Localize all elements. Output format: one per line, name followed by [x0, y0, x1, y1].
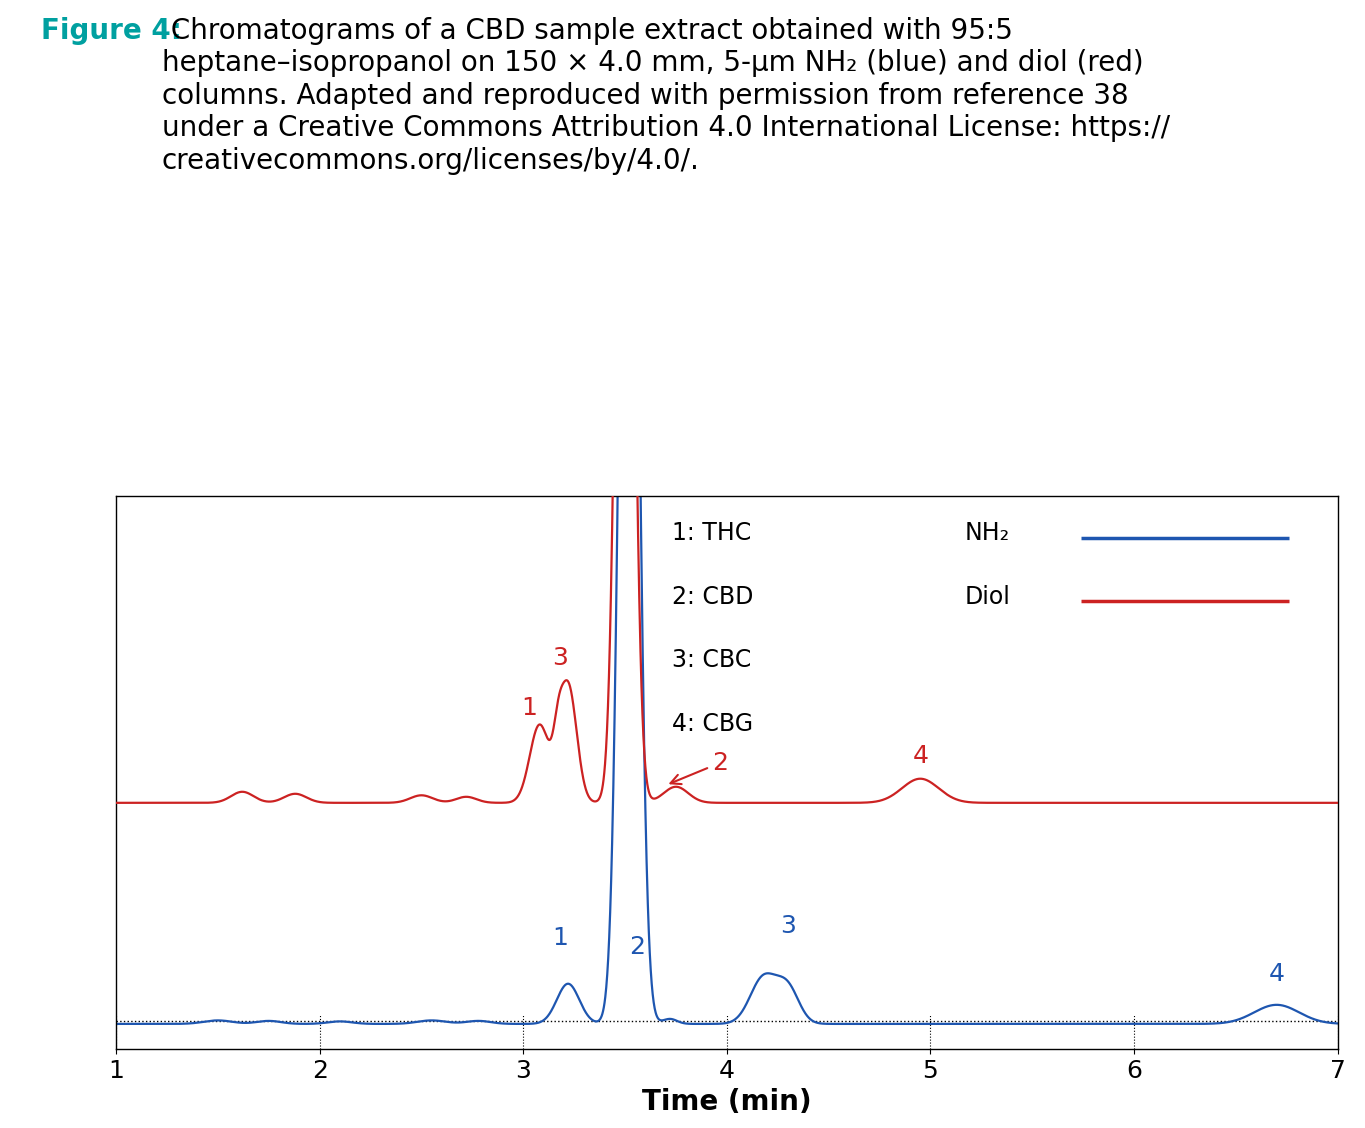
Text: 1: THC: 1: THC [672, 521, 751, 545]
Text: NH₂: NH₂ [965, 521, 1010, 545]
Text: 4: 4 [1268, 962, 1284, 986]
Text: Figure 4:: Figure 4: [41, 17, 182, 45]
Text: 3: 3 [779, 915, 796, 938]
Text: 2: 2 [629, 935, 646, 959]
Text: 3: CBC: 3: CBC [672, 649, 751, 672]
Text: 3: 3 [551, 645, 568, 670]
Text: 2: 2 [670, 750, 729, 784]
Text: Diol: Diol [965, 584, 1011, 609]
Text: 1: 1 [521, 696, 538, 720]
X-axis label: Time (min): Time (min) [642, 1089, 812, 1117]
Text: Chromatograms of a CBD sample extract obtained with 95:5
heptane–isopropanol on : Chromatograms of a CBD sample extract ob… [161, 17, 1170, 175]
Text: 2: CBD: 2: CBD [672, 584, 753, 609]
Text: 1: 1 [551, 926, 568, 950]
Text: 4: 4 [912, 743, 928, 768]
Text: 4: CBG: 4: CBG [672, 712, 753, 735]
